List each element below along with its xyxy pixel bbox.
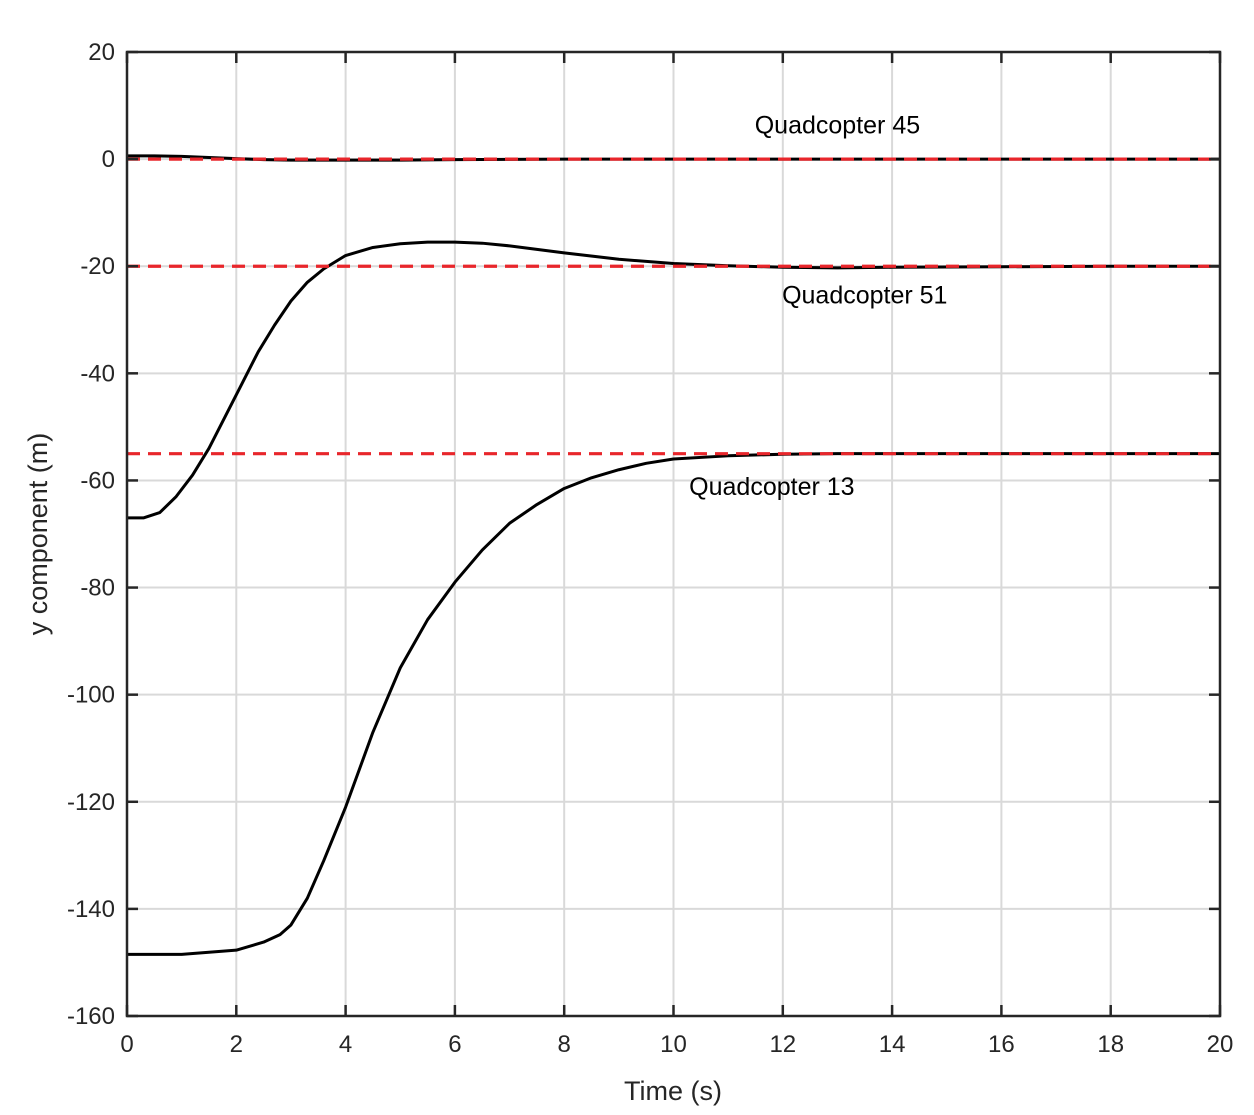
y-tick-label: -160: [67, 1003, 115, 1030]
x-tick-label: 12: [769, 1031, 796, 1058]
y-tick-labels: 20 0 -20 -40 -60 -80 -100 -120 -140 -160: [67, 39, 115, 1030]
x-tick-label: 16: [988, 1031, 1015, 1058]
x-tick-label: 4: [339, 1031, 352, 1058]
y-tick-label: -20: [80, 253, 115, 280]
series-annotation: Quadcopter 13: [689, 473, 854, 501]
trajectory-line-1: [127, 240, 1220, 520]
series-annotation: Quadcopter 45: [755, 111, 920, 139]
x-tick-label: 2: [230, 1031, 243, 1058]
x-tick-label: 0: [120, 1031, 133, 1058]
tick-marks: [125, 50, 1222, 1018]
y-tick-label: -100: [67, 682, 115, 709]
x-tick-label: 10: [660, 1031, 687, 1058]
x-axis-label: Time (s): [624, 1076, 722, 1106]
y-tick-label: -140: [67, 896, 115, 923]
x-tick-label: 18: [1097, 1031, 1124, 1058]
annotations: Quadcopter 45 Quadcopter 51 Quadcopter 13: [689, 111, 947, 501]
y-axis-label: y component (m): [23, 433, 53, 636]
x-tick-label: 14: [879, 1031, 906, 1058]
x-tick-label: 6: [448, 1031, 461, 1058]
y-tick-label: -60: [80, 467, 115, 494]
y-tick-label: -80: [80, 575, 115, 602]
y-tick-label: 20: [88, 39, 115, 66]
data-series: [127, 154, 1220, 956]
y-tick-label: 0: [102, 146, 115, 173]
y-tick-label: -120: [67, 789, 115, 816]
series-annotation: Quadcopter 51: [782, 282, 947, 310]
x-tick-label: 20: [1207, 1031, 1234, 1058]
x-tick-label: 8: [558, 1031, 571, 1058]
x-tick-labels: 0 2 4 6 8 10 12 14 16 18 20: [120, 1031, 1233, 1058]
y-tick-label: -40: [80, 360, 115, 387]
